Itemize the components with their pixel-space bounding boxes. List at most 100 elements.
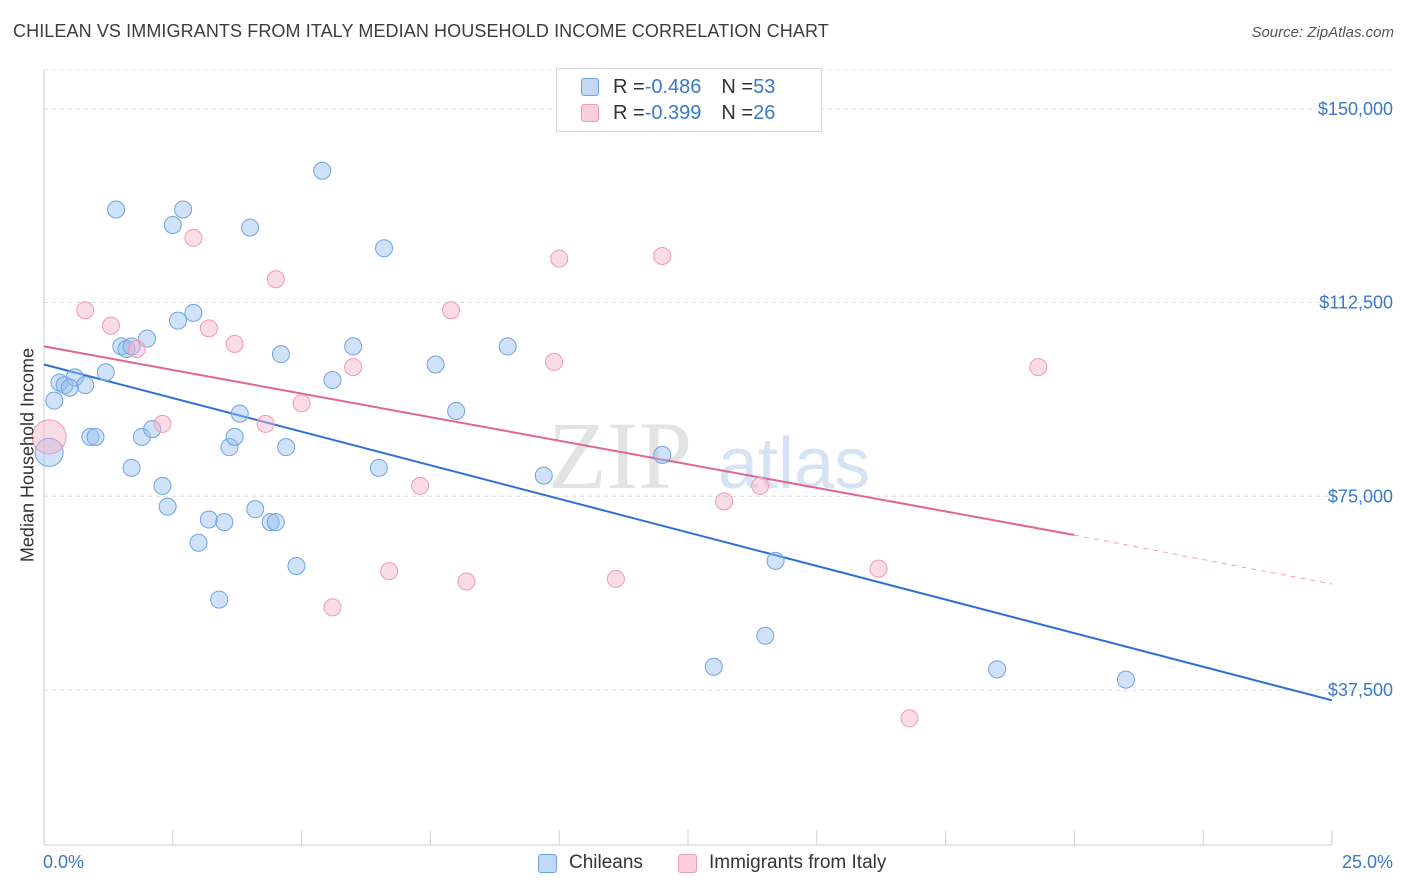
- n-value: 53: [753, 75, 776, 98]
- chileans-point: [132, 427, 151, 446]
- chileans-point: [766, 551, 785, 570]
- y-axis-label: Median Household Income: [17, 347, 38, 563]
- n-label: N =: [721, 75, 754, 98]
- y-tick-label: $75,000: [1328, 486, 1393, 506]
- trend-line: [43, 363, 1333, 702]
- italy-point: [266, 270, 285, 289]
- chileans-point: [277, 438, 296, 457]
- italy-point: [653, 247, 672, 265]
- chileans-legend-swatch: [538, 853, 557, 873]
- italy-point: [606, 569, 625, 588]
- italy-point: [101, 316, 120, 335]
- x-tick-max: 25.0%: [1341, 852, 1393, 872]
- r-label: R =: [613, 75, 645, 98]
- chileans-point: [143, 420, 162, 439]
- chileans-point: [122, 337, 141, 356]
- trend-line-extension: [1074, 534, 1333, 585]
- legend-item-italy[interactable]: Immigrants from Italy: [678, 852, 886, 874]
- chileans-point: [246, 500, 265, 519]
- chileans-point: [369, 458, 388, 477]
- chileans-point: [426, 355, 445, 374]
- italy-point: [900, 709, 919, 728]
- italy-point: [127, 340, 146, 358]
- chileans-point: [96, 363, 115, 382]
- trend-lines: [43, 345, 1333, 702]
- chileans-point: [375, 239, 394, 258]
- italy-point: [869, 559, 888, 578]
- chileans-point: [60, 378, 79, 397]
- watermark: ZIP atlas: [548, 402, 870, 509]
- chart-title: CHILEAN VS IMMIGRANTS FROM ITALY MEDIAN …: [13, 21, 829, 41]
- chileans-point: [158, 497, 177, 516]
- legend-item-chileans[interactable]: Chileans: [538, 852, 643, 874]
- r-value: -0.486: [644, 75, 702, 98]
- chileans-point: [199, 510, 218, 529]
- y-tick-label: $150,000: [1318, 99, 1393, 119]
- y-tick-label: $112,500: [1319, 293, 1393, 313]
- chileans-point: [271, 345, 290, 364]
- italy-point: [715, 492, 734, 511]
- chileans-point: [168, 311, 187, 330]
- chileans-point: [65, 368, 84, 387]
- chileans-point: [220, 438, 239, 457]
- stats-row-chileans: R = -0.486 N = 53: [581, 74, 775, 100]
- chileans-point: [1116, 670, 1135, 689]
- chileans-point: [266, 513, 285, 532]
- chileans-point: [34, 437, 64, 467]
- r-value: -0.399: [644, 101, 702, 124]
- italy-point: [751, 476, 770, 495]
- italy-point: [31, 419, 67, 455]
- chileans-point: [184, 303, 203, 322]
- chileans-point: [653, 445, 672, 464]
- chileans-point: [174, 200, 193, 219]
- trend-line: [43, 345, 1075, 536]
- italy-point: [292, 394, 311, 413]
- italy-point: [199, 319, 218, 338]
- italy-point: [184, 228, 203, 247]
- chileans-point: [189, 533, 208, 552]
- chileans-point: [756, 626, 775, 645]
- italy-point: [76, 301, 95, 320]
- chileans-point: [86, 427, 105, 446]
- chileans-point: [107, 200, 126, 219]
- chileans-point: [534, 466, 553, 485]
- chileans-point: [344, 337, 363, 356]
- y-tick-label: $37,500: [1328, 680, 1393, 700]
- watermark-zip: ZIP: [548, 402, 692, 509]
- legend-label-italy: Immigrants from Italy: [709, 852, 887, 873]
- chileans-point: [117, 340, 136, 358]
- r-label: R =: [613, 101, 645, 124]
- italy-point: [153, 414, 172, 433]
- chileans-point: [163, 216, 182, 234]
- chileans-point: [225, 427, 244, 446]
- italy-point: [323, 598, 342, 617]
- chileans-point: [45, 391, 64, 410]
- chileans-point: [988, 660, 1007, 679]
- italy-point: [411, 476, 430, 495]
- chileans-point: [55, 376, 74, 395]
- chileans-point: [261, 513, 280, 532]
- chileans-point: [153, 476, 172, 495]
- legend-label-chileans: Chileans: [569, 852, 643, 873]
- chileans-point: [215, 513, 234, 532]
- source-label: Source: ZipAtlas.com: [1251, 24, 1394, 41]
- chileans-point: [447, 402, 466, 420]
- italy-point: [545, 352, 564, 371]
- italy-point: [225, 334, 244, 353]
- chileans-point: [498, 337, 517, 356]
- italy-point: [457, 572, 476, 591]
- x-tick-min: 0.0%: [43, 852, 85, 872]
- stats-row-italy: R = -0.399 N = 26: [581, 100, 775, 126]
- italy-legend-swatch: [678, 853, 697, 873]
- chileans-point: [112, 337, 131, 356]
- italy-swatch: [581, 104, 599, 122]
- chileans-point: [210, 590, 229, 609]
- italy-point: [256, 414, 275, 433]
- italy-point: [442, 301, 461, 320]
- y-tick-labels: $37,500 $75,000 $112,500 $150,000: [1318, 99, 1393, 700]
- watermark-atlas: atlas: [718, 424, 870, 504]
- chileans-point: [76, 376, 95, 395]
- chileans-swatch: [581, 78, 599, 96]
- chileans-point: [122, 458, 141, 477]
